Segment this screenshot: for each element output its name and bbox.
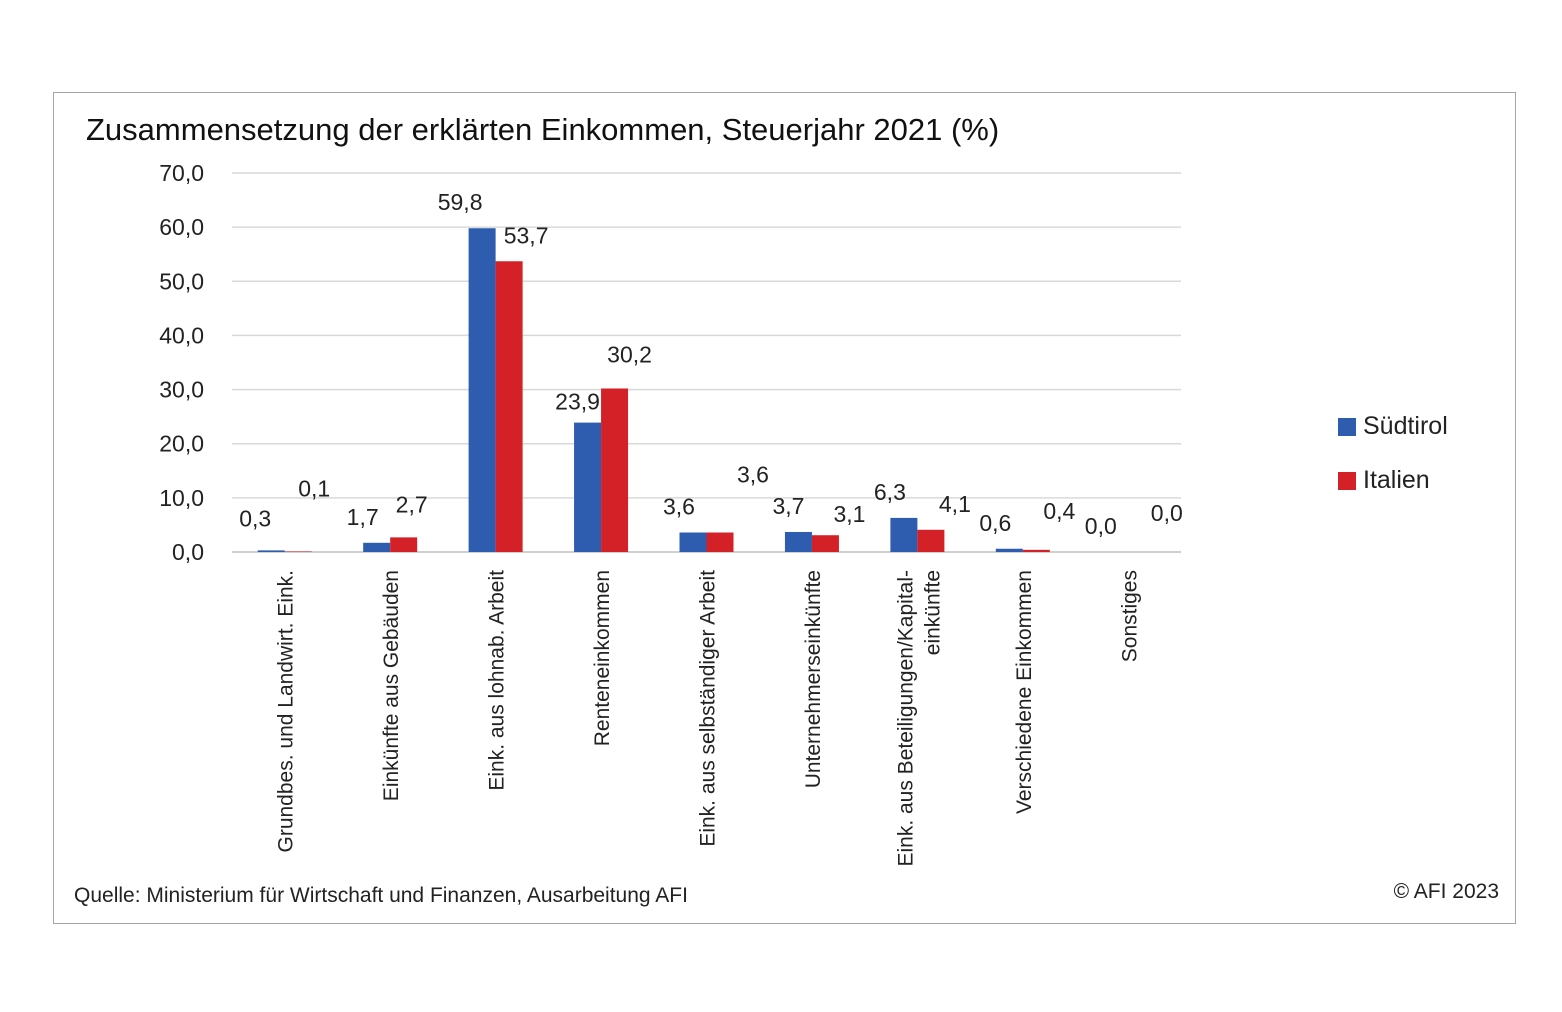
bar-italien — [390, 537, 418, 552]
data-label-italien: 0,1 — [298, 475, 330, 501]
data-label-suedtirol: 0,6 — [979, 510, 1011, 536]
data-label-suedtirol: 3,7 — [772, 493, 804, 519]
data-label-suedtirol: 0,3 — [239, 505, 271, 531]
y-tick-label: 20,0 — [159, 431, 204, 457]
bar-suedtirol — [257, 550, 285, 552]
bar-suedtirol — [574, 422, 602, 552]
bar-italien — [601, 388, 629, 552]
data-label-suedtirol: 3,6 — [663, 494, 695, 520]
legend-item-suedtirol: Südtirol — [1338, 412, 1448, 441]
bar-italien — [811, 535, 839, 552]
bar-suedtirol — [890, 517, 918, 552]
bar-italien — [706, 532, 734, 552]
data-label-italien: 3,1 — [833, 501, 865, 527]
category-label: Sonstiges — [1118, 570, 1141, 662]
bar-italien — [284, 551, 312, 552]
data-label-suedtirol: 59,8 — [438, 189, 483, 215]
data-label-suedtirol: 0,0 — [1085, 513, 1117, 539]
category-label: Unternehmerseinkünfte — [802, 570, 825, 788]
data-label-italien: 30,2 — [607, 341, 652, 367]
bar-suedtirol — [995, 548, 1023, 552]
y-tick-label: 10,0 — [159, 485, 204, 511]
legend-swatch-suedtirol — [1338, 417, 1356, 436]
category-label: Eink. aus Beteiligungen/Kapital- — [894, 570, 917, 867]
chart-frame — [53, 92, 1516, 924]
category-label: Einkünfte aus Gebäuden — [380, 570, 403, 801]
data-label-suedtirol: 6,3 — [874, 479, 906, 505]
y-tick-label: 50,0 — [159, 268, 204, 294]
bar-italien — [1022, 549, 1050, 552]
y-tick-label: 30,0 — [159, 377, 204, 403]
y-tick-label: 0,0 — [172, 539, 204, 565]
bar-suedtirol — [679, 532, 707, 552]
legend-swatch-italien — [1338, 471, 1356, 490]
bar-suedtirol — [363, 542, 391, 552]
data-label-italien: 0,4 — [1043, 498, 1075, 524]
data-label-italien: 0,0 — [1151, 500, 1183, 526]
bar-italien — [917, 529, 945, 552]
category-label: Eink. aus lohnab. Arbeit — [486, 570, 509, 791]
legend-label-suedtirol: Südtirol — [1363, 412, 1448, 440]
category-label: Verschiedene Einkommen — [1013, 570, 1036, 814]
category-label: einkünfte — [921, 570, 944, 655]
bar-suedtirol — [784, 531, 812, 552]
category-label: Renteneinkommen — [591, 570, 614, 746]
y-tick-label: 40,0 — [159, 322, 204, 348]
data-label-italien: 2,7 — [396, 491, 428, 517]
data-label-italien: 4,1 — [939, 491, 971, 517]
data-label-italien: 53,7 — [504, 222, 549, 248]
chart-title: Zusammensetzung der erklärten Einkommen,… — [86, 112, 1000, 147]
legend-label-italien: Italien — [1363, 466, 1430, 494]
source-note: Quelle: Ministerium für Wirtschaft und F… — [74, 884, 688, 907]
bar-suedtirol — [468, 228, 496, 552]
data-label-suedtirol: 1,7 — [347, 504, 379, 530]
data-label-italien: 3,6 — [737, 462, 769, 488]
legend-item-italien: Italien — [1338, 466, 1430, 495]
y-tick-label: 70,0 — [159, 160, 204, 186]
copyright-note: © AFI 2023 — [1393, 880, 1499, 903]
category-label: Grundbes. und Landwirt. Eink. — [275, 570, 298, 853]
data-label-suedtirol: 23,9 — [555, 389, 600, 415]
y-tick-label: 60,0 — [159, 214, 204, 240]
category-label: Eink. aus selbständiger Arbeit — [697, 570, 720, 847]
bar-italien — [495, 261, 523, 552]
